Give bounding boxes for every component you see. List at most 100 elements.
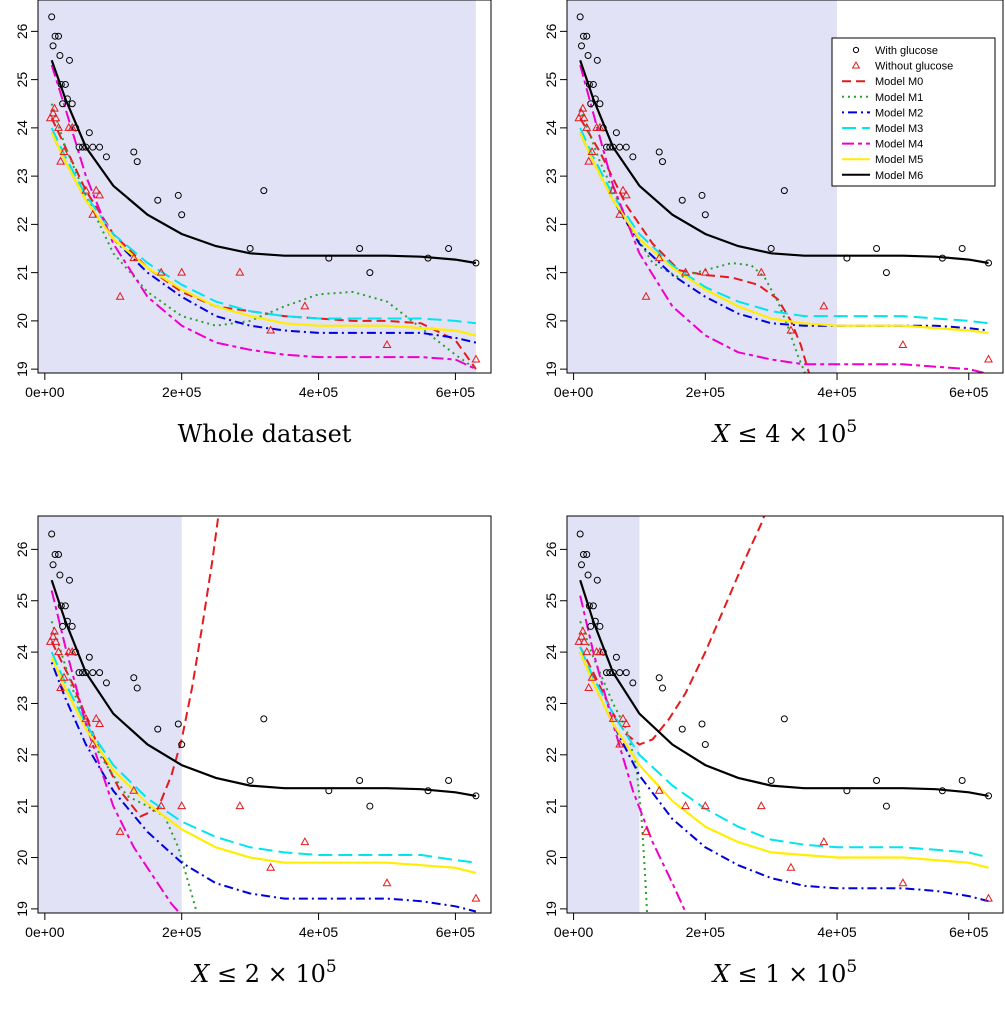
point-without-glucose bbox=[115, 826, 125, 835]
point-with-glucose bbox=[701, 211, 709, 219]
point-with-glucose bbox=[472, 259, 480, 267]
point-with-glucose bbox=[246, 245, 254, 253]
shaded-fit-region bbox=[567, 516, 640, 913]
point-without-glucose bbox=[641, 291, 651, 300]
point-with-glucose bbox=[260, 715, 268, 723]
point-without-glucose bbox=[300, 837, 310, 846]
point-with-glucose bbox=[133, 158, 141, 166]
point-without-glucose bbox=[382, 339, 392, 349]
point-without-glucose bbox=[115, 291, 125, 300]
point-with-glucose bbox=[154, 725, 162, 733]
panel-caption: Whole dataset bbox=[178, 420, 352, 448]
point-with-glucose bbox=[577, 42, 585, 50]
point-with-glucose bbox=[658, 158, 666, 166]
point-without-glucose bbox=[621, 190, 631, 199]
point-with-glucose bbox=[658, 684, 666, 692]
x-tick-label: 6e+05 bbox=[436, 924, 476, 940]
y-tick-label: 23 bbox=[543, 168, 559, 184]
point-without-glucose bbox=[45, 636, 55, 645]
point-without-glucose bbox=[898, 339, 908, 349]
point-with-glucose bbox=[89, 669, 97, 677]
point-without-glucose bbox=[49, 626, 59, 635]
point-without-glucose bbox=[577, 631, 586, 640]
point-with-glucose bbox=[585, 602, 593, 610]
point-with-glucose bbox=[75, 143, 83, 151]
point-with-glucose bbox=[585, 80, 593, 88]
point-with-glucose bbox=[985, 792, 993, 800]
point-without-glucose bbox=[578, 626, 588, 635]
point-with-glucose bbox=[356, 776, 364, 784]
y-tick-label: 20 bbox=[543, 850, 559, 866]
y-tick-label: 26 bbox=[14, 541, 30, 557]
model-curve-m0 bbox=[579, 516, 766, 746]
point-with-glucose bbox=[873, 776, 881, 784]
point-with-glucose bbox=[609, 669, 617, 677]
x-tick-label: 2e+05 bbox=[162, 384, 202, 400]
y-tick-label: 21 bbox=[543, 798, 559, 814]
point-with-glucose bbox=[57, 80, 65, 88]
plot-frame bbox=[37, 0, 492, 374]
y-tick-label: 20 bbox=[14, 850, 30, 866]
point-without-glucose bbox=[471, 893, 481, 902]
point-without-glucose bbox=[608, 185, 618, 194]
point-without-glucose bbox=[91, 713, 101, 722]
point-with-glucose bbox=[65, 56, 73, 64]
point-with-glucose bbox=[985, 259, 993, 267]
model-curve-m4 bbox=[50, 590, 181, 913]
legend-label: Model M3 bbox=[875, 123, 923, 135]
point-with-glucose bbox=[102, 153, 110, 161]
point-without-glucose bbox=[615, 739, 625, 748]
legend-label: Model M6 bbox=[875, 170, 923, 182]
legend-label: Model M0 bbox=[875, 76, 923, 88]
legend-label: Without glucose bbox=[875, 61, 953, 73]
point-without-glucose bbox=[129, 253, 139, 262]
panel-caption: X ≤ 1 × 105 bbox=[711, 957, 857, 988]
point-with-glucose bbox=[68, 622, 76, 630]
point-without-glucose bbox=[819, 837, 829, 846]
y-tick-label: 20 bbox=[14, 313, 30, 329]
panel-4: 0e+00 2e+05 4e+05 6e+05 19 20 21 22 23 24 25 26 X ≤ … bbox=[543, 515, 1004, 988]
model-curve-m4 bbox=[50, 64, 477, 371]
point-with-glucose bbox=[584, 51, 592, 59]
point-with-glucose bbox=[616, 143, 624, 151]
point-with-glucose bbox=[85, 129, 93, 137]
y-tick-label: 22 bbox=[14, 747, 30, 763]
x-tick-label: 4e+05 bbox=[299, 384, 339, 400]
model-curve-m4 bbox=[579, 595, 688, 913]
point-with-glucose bbox=[587, 100, 595, 108]
point-without-glucose bbox=[681, 267, 690, 276]
point-without-glucose bbox=[56, 683, 66, 692]
y-tick-label: 19 bbox=[14, 901, 30, 917]
y-tick-label: 26 bbox=[543, 541, 559, 557]
point-without-glucose bbox=[654, 785, 664, 794]
point-with-glucose bbox=[629, 153, 637, 161]
point-with-glucose bbox=[59, 622, 67, 630]
legend: With glucose Without glucose Model M0 Model… bbox=[831, 37, 996, 187]
point-with-glucose bbox=[55, 551, 63, 559]
point-with-glucose bbox=[82, 669, 90, 677]
point-with-glucose bbox=[366, 802, 374, 810]
point-without-glucose bbox=[88, 739, 98, 748]
point-with-glucose bbox=[260, 187, 268, 195]
y-tick-label: 23 bbox=[14, 695, 30, 711]
y-tick-label: 19 bbox=[14, 361, 30, 377]
point-with-glucose bbox=[325, 254, 333, 262]
x-tick-label: 0e+00 bbox=[25, 384, 65, 400]
point-without-glucose bbox=[618, 713, 628, 722]
point-with-glucose bbox=[767, 776, 775, 784]
y-tick-label: 25 bbox=[543, 72, 559, 88]
point-with-glucose bbox=[424, 787, 432, 795]
model-curve-m5 bbox=[50, 132, 477, 337]
point-without-glucose bbox=[382, 878, 392, 887]
point-without-glucose bbox=[88, 209, 98, 218]
y-tick-label: 25 bbox=[14, 593, 30, 609]
point-with-glucose bbox=[78, 669, 86, 677]
y-tick-label: 19 bbox=[543, 361, 559, 377]
model-curve-m2 bbox=[50, 132, 477, 344]
point-without-glucose bbox=[681, 801, 690, 810]
point-with-glucose bbox=[655, 674, 663, 682]
point-without-glucose bbox=[48, 108, 58, 117]
y-tick-label: 21 bbox=[14, 798, 30, 814]
model-curve-m2 bbox=[50, 662, 477, 913]
